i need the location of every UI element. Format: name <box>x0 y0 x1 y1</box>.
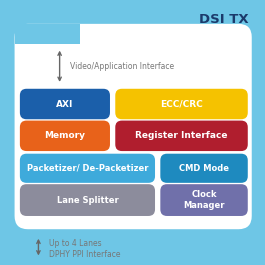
Text: AXI: AXI <box>56 100 74 108</box>
FancyBboxPatch shape <box>20 184 155 216</box>
Text: DPHY PPI Interface: DPHY PPI Interface <box>49 250 121 259</box>
FancyBboxPatch shape <box>160 154 248 183</box>
FancyBboxPatch shape <box>160 184 248 216</box>
FancyBboxPatch shape <box>15 24 252 229</box>
Text: Register Interface: Register Interface <box>135 131 228 140</box>
Text: Lane Splitter: Lane Splitter <box>56 196 118 205</box>
FancyBboxPatch shape <box>20 154 155 183</box>
Text: Packetizer/ De-Packetizer: Packetizer/ De-Packetizer <box>27 164 148 173</box>
Text: DSI TX: DSI TX <box>200 13 249 26</box>
Text: Video/Application Interface: Video/Application Interface <box>70 62 174 71</box>
Text: Memory: Memory <box>45 131 85 140</box>
Text: Clock
Manager: Clock Manager <box>183 190 225 210</box>
Text: CMD Mode: CMD Mode <box>179 164 229 173</box>
FancyBboxPatch shape <box>115 89 248 119</box>
FancyBboxPatch shape <box>115 121 248 151</box>
Polygon shape <box>15 24 80 44</box>
FancyBboxPatch shape <box>20 89 110 119</box>
Text: Up to 4 Lanes: Up to 4 Lanes <box>49 238 102 248</box>
FancyBboxPatch shape <box>20 121 110 151</box>
Text: ECC/CRC: ECC/CRC <box>160 100 203 108</box>
